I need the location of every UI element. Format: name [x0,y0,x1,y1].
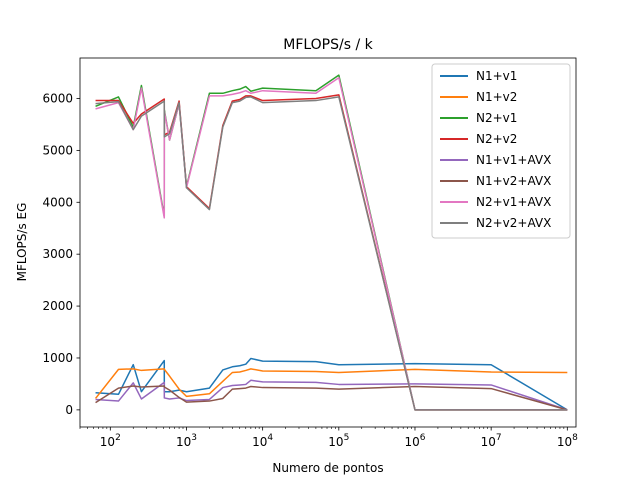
y-tick-label: 3000 [42,247,73,261]
x-tick-label: 102 [100,433,121,449]
y-tick-label: 4000 [42,195,73,209]
legend: N1+v1 N1+v2 N2+v1 N2+v2 N1+v1+AVX N1+v2+AVX N2… [431,63,571,239]
legend-label-1: N1+v1 [476,69,517,83]
series-line-2 [94,368,568,399]
y-tick-label: 1000 [42,351,73,365]
chart-title: MFLOPS/s / k [283,37,373,53]
legend-label-7: N2+v1+AVX [476,195,551,209]
y-tick-label: 0 [65,403,73,417]
x-tick-label: 105 [328,433,349,449]
y-tick-label: 6000 [42,91,73,105]
legend-label-3: N2+v1 [476,111,517,125]
legend-label-2: N1+v2 [476,90,517,104]
x-tick-label: 103 [176,433,197,449]
axes-layer: 102 103 104 105 106 107 108 0 1000 2000 3000 4000 50… [42,57,578,449]
x-tick-label: 104 [252,433,273,449]
legend-label-8: N2+v2+AVX [476,216,551,230]
series-line-1 [95,357,568,411]
x-tick-label: 107 [481,433,502,449]
y-tick-label: 2000 [42,299,73,313]
y-tick-label: 5000 [42,143,73,157]
series-line-7 [95,76,568,411]
x-axis-label: Numero de pontos [272,461,383,475]
series-layer [94,74,568,411]
series-line-6 [95,385,568,411]
x-tick-label: 108 [557,433,578,449]
legend-box [431,63,571,239]
series-line-8 [95,96,568,411]
plot-frame [79,57,577,428]
y-axis-label: MFLOPS/s EG [15,203,29,282]
series-line-5 [95,379,568,411]
legend-label-5: N1+v1+AVX [476,153,551,167]
x-tick-label: 106 [404,433,425,449]
legend-label-4: N2+v2 [476,132,517,146]
legend-label-6: N1+v2+AVX [476,174,551,188]
